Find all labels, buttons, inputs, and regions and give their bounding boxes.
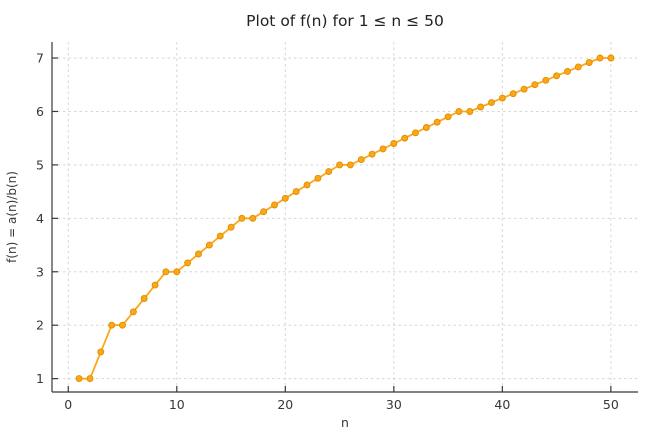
data-point bbox=[368, 150, 376, 158]
data-point bbox=[227, 223, 235, 231]
x-axis-label: n bbox=[341, 415, 349, 430]
data-point bbox=[303, 181, 311, 189]
data-point bbox=[260, 208, 268, 216]
data-point bbox=[184, 259, 192, 267]
data-point bbox=[466, 108, 474, 115]
data-point bbox=[498, 94, 506, 102]
data-point bbox=[86, 375, 94, 383]
data-point bbox=[108, 321, 116, 329]
x-tick-label: 30 bbox=[386, 397, 402, 412]
data-point bbox=[281, 194, 289, 202]
data-point bbox=[216, 232, 224, 240]
data-point bbox=[162, 268, 170, 276]
data-point bbox=[119, 321, 126, 329]
data-point bbox=[129, 308, 137, 316]
data-point bbox=[140, 295, 148, 302]
data-point bbox=[271, 201, 278, 209]
data-point bbox=[97, 348, 105, 356]
data-point bbox=[444, 113, 452, 121]
data-point bbox=[564, 67, 571, 75]
y-tick-label: 5 bbox=[36, 157, 44, 172]
data-point bbox=[488, 99, 495, 107]
y-axis-label: f(n) = a(n)/b(n) bbox=[5, 171, 19, 263]
data-point bbox=[75, 375, 83, 383]
y-tick-label: 7 bbox=[36, 51, 44, 66]
data-point bbox=[205, 241, 213, 249]
y-tick-label: 6 bbox=[36, 104, 44, 119]
data-point bbox=[412, 129, 419, 137]
data-point bbox=[574, 63, 582, 71]
data-point bbox=[390, 140, 398, 147]
data-point bbox=[346, 161, 354, 169]
data-point bbox=[477, 103, 485, 111]
data-point bbox=[585, 59, 593, 66]
chart-title: Plot of f(n) for 1 ≤ n ≤ 50 bbox=[246, 12, 444, 30]
data-point bbox=[531, 81, 539, 89]
data-point bbox=[596, 54, 604, 62]
data-point bbox=[357, 156, 365, 164]
y-tick-label: 1 bbox=[36, 371, 44, 386]
y-tick-label: 3 bbox=[36, 264, 44, 279]
data-point bbox=[509, 90, 517, 98]
x-tick-label: 20 bbox=[277, 397, 293, 412]
data-point bbox=[433, 118, 441, 126]
data-point bbox=[195, 250, 202, 258]
x-tick-label: 10 bbox=[169, 397, 185, 412]
x-tick-label: 0 bbox=[64, 397, 72, 412]
data-point bbox=[379, 145, 387, 153]
data-point bbox=[325, 168, 333, 176]
data-point bbox=[607, 54, 615, 62]
data-point bbox=[314, 174, 322, 182]
data-point bbox=[336, 161, 344, 169]
plot-layer: 0 10 20 30 40 50 1 2 3 4 5 6 7 bbox=[36, 42, 638, 412]
data-point bbox=[249, 214, 257, 222]
data-point bbox=[520, 85, 528, 93]
data-point bbox=[455, 108, 463, 115]
data-point bbox=[422, 124, 430, 131]
y-tick-label: 4 bbox=[36, 211, 44, 226]
x-tick-label: 40 bbox=[494, 397, 510, 412]
data-point bbox=[238, 214, 246, 222]
data-point bbox=[173, 268, 181, 276]
data-point bbox=[151, 281, 159, 289]
data-point bbox=[292, 188, 300, 196]
data-point bbox=[542, 76, 550, 84]
x-tick-label: 50 bbox=[603, 397, 619, 412]
data-point bbox=[401, 134, 409, 142]
data-point bbox=[553, 72, 561, 80]
y-tick-label: 2 bbox=[36, 318, 44, 333]
